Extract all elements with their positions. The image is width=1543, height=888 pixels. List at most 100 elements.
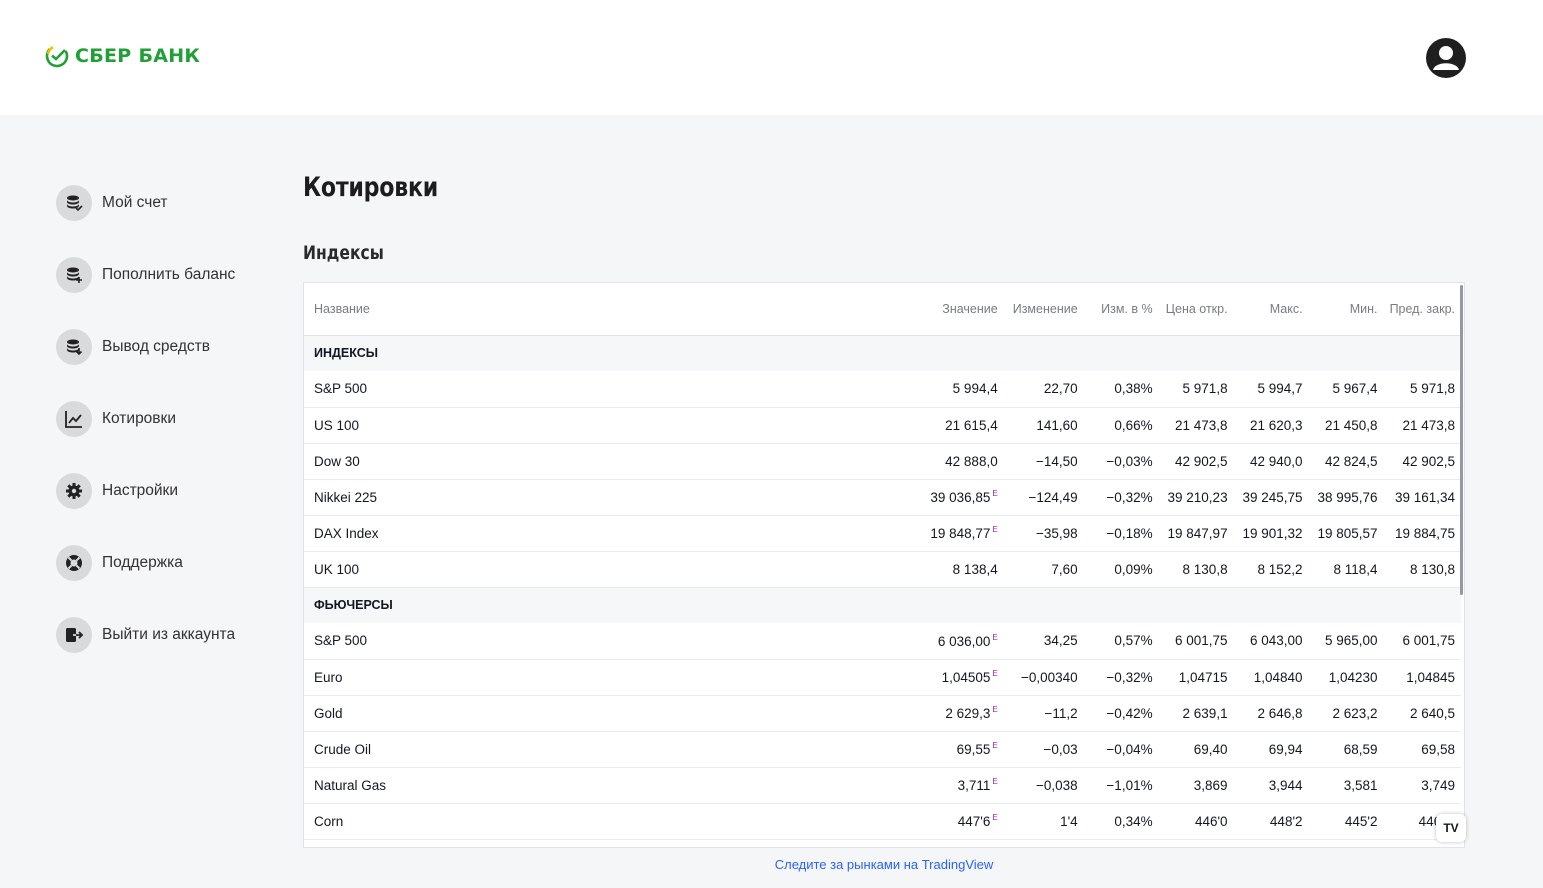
cell-prev: 42 902,5 xyxy=(1383,443,1461,480)
change-value: 22,70 xyxy=(1043,381,1078,397)
column-header[interactable]: Значение xyxy=(923,283,1004,336)
column-header[interactable]: Название xyxy=(304,283,924,336)
cell-high: 19 901,32 xyxy=(1233,515,1309,552)
chart-line-icon xyxy=(56,401,92,437)
high-value: 5 994,7 xyxy=(1257,381,1303,397)
low-value: 445'2 xyxy=(1344,813,1378,829)
cell-pct: 0,57% xyxy=(1083,623,1159,660)
column-header[interactable]: Изм. в % xyxy=(1083,283,1159,336)
low-value: 2 623,2 xyxy=(1332,705,1378,721)
low-value: 21 450,8 xyxy=(1324,417,1378,433)
delayed-data-marker: E xyxy=(992,669,998,678)
widget-scrollbar[interactable] xyxy=(1460,285,1463,595)
cell-high: 69,94 xyxy=(1233,731,1309,768)
tradingview-link[interactable]: Следите за рынками на TradingView xyxy=(774,857,994,872)
table-row[interactable]: Crude Oil 69,55 E −0,03 −0,04% 69,40 69,94 68,5… xyxy=(304,731,1461,768)
cell-low: 3,581 xyxy=(1308,767,1384,804)
pct-value: 0,57% xyxy=(1114,633,1153,649)
symbol-name[interactable]: Dow 30 xyxy=(304,443,924,480)
cell-low: 1,04230 xyxy=(1308,659,1384,696)
symbol-name[interactable]: Gold xyxy=(304,695,924,732)
table-row[interactable]: UK 100 8 138,4 7,60 0,09% 8 130,8 8 152,2 8 11… xyxy=(304,551,1461,588)
quotes-table-body: ИНДЕКСЫ S&P 500 5 994,4 22,70 0,38% 5 971,8 5 … xyxy=(304,335,1461,840)
value-value: 19 848,77 xyxy=(930,526,991,541)
cell-prev: 8 130,8 xyxy=(1383,551,1461,588)
prev-value: 3,749 xyxy=(1421,777,1455,793)
table-row[interactable]: DAX Index 19 848,77 E −35,98 −0,18% 19 847,97… xyxy=(304,515,1461,552)
cell-change: −0,038 xyxy=(1003,767,1084,804)
tradingview-badge[interactable]: TV xyxy=(1436,814,1466,842)
cell-high: 1,04840 xyxy=(1233,659,1309,696)
sber-logo[interactable]: СБЕР БАНК xyxy=(45,44,200,68)
group-label: ИНДЕКСЫ xyxy=(304,335,1461,371)
prev-value: 21 473,8 xyxy=(1402,417,1455,433)
column-header[interactable]: Пред. закр. xyxy=(1383,283,1461,336)
value-value: 447'6 xyxy=(957,814,991,829)
table-row[interactable]: Dow 30 42 888,0 −14,50 −0,03% 42 902,5 42 940… xyxy=(304,443,1461,480)
prev-value: 6 001,75 xyxy=(1402,633,1455,649)
cell-low: 445'2 xyxy=(1308,803,1384,840)
symbol-name[interactable]: Nikkei 225 xyxy=(304,479,924,516)
table-row[interactable]: US 100 21 615,4 141,60 0,66% 21 473,8 21 620,… xyxy=(304,407,1461,444)
sidebar-item-settings[interactable]: Настройки xyxy=(56,473,296,509)
delayed-data-marker: E xyxy=(992,632,998,642)
high-value: 42 940,0 xyxy=(1249,453,1303,469)
value-value: 39 036,85 xyxy=(930,490,991,505)
open-value: 1,04715 xyxy=(1178,669,1228,685)
change-value: −0,038 xyxy=(1036,777,1078,793)
symbol-name[interactable]: Crude Oil xyxy=(304,731,924,768)
cell-open: 6 001,75 xyxy=(1158,623,1234,660)
table-row[interactable]: Gold 2 629,3 E −11,2 −0,42% 2 639,1 2 646,8 2 6… xyxy=(304,695,1461,732)
symbol-name[interactable]: Euro xyxy=(304,659,924,696)
table-row[interactable]: S&P 500 6 036,00 E 34,25 0,57% 6 001,75 6 043,… xyxy=(304,623,1461,660)
coins-plus-icon xyxy=(56,257,92,293)
cell-open: 42 902,5 xyxy=(1158,443,1234,480)
brand-name: СБЕР БАНК xyxy=(75,45,201,67)
cell-change: 22,70 xyxy=(1003,371,1084,408)
symbol-name[interactable]: S&P 500 xyxy=(304,623,924,660)
symbol-name[interactable]: US 100 xyxy=(304,407,924,444)
cell-low: 2 623,2 xyxy=(1308,695,1384,732)
high-value: 69,94 xyxy=(1268,741,1303,757)
high-value: 8 152,2 xyxy=(1257,561,1303,577)
table-row[interactable]: Natural Gas 3,711 E −0,038 −1,01% 3,869 3,944 3… xyxy=(304,767,1461,804)
high-value: 448'2 xyxy=(1269,813,1303,829)
sidebar-item-label: Выйти из аккаунта xyxy=(102,626,236,643)
open-value: 3,869 xyxy=(1193,777,1228,793)
sidebar-item-quotes[interactable]: Котировки xyxy=(56,401,296,437)
symbol-name[interactable]: DAX Index xyxy=(304,515,924,552)
sidebar-item-logout[interactable]: Выйти из аккаунта xyxy=(56,617,296,653)
symbol-name[interactable]: Corn xyxy=(304,803,924,840)
symbol-name[interactable]: S&P 500 xyxy=(304,371,924,408)
header: СБЕР БАНК xyxy=(0,0,1543,115)
cell-change: 7,60 xyxy=(1003,551,1084,588)
column-header[interactable]: Цена откр. xyxy=(1158,283,1234,336)
delayed-data-marker: E xyxy=(992,741,998,750)
table-row[interactable]: Nikkei 225 39 036,85 E −124,49 −0,32% 39 210,… xyxy=(304,479,1461,516)
open-value: 446'0 xyxy=(1194,813,1228,829)
table-row[interactable]: S&P 500 5 994,4 22,70 0,38% 5 971,8 5 994,7 5 … xyxy=(304,371,1461,408)
cell-value: 21 615,4 xyxy=(923,407,1004,444)
table-row[interactable]: Corn447'6E1'40,34%446'0448'2445'2446'... xyxy=(304,803,1461,840)
cell-value: 5 994,4 xyxy=(923,371,1004,408)
quotes-table: Название Значение Изменение Изм. в % Цен… xyxy=(304,283,1461,840)
sidebar-item-support[interactable]: Поддержка xyxy=(56,545,296,581)
change-value: −124,49 xyxy=(1028,489,1078,505)
sidebar-item-my-account[interactable]: Мой счет xyxy=(56,185,296,221)
user-icon xyxy=(1433,46,1459,70)
table-row[interactable]: Euro 1,04505 E −0,00340 −0,32% 1,04715 1,04840… xyxy=(304,659,1461,696)
cell-open: 5 971,8 xyxy=(1158,371,1234,408)
sidebar-item-top-up[interactable]: Пополнить баланс xyxy=(56,257,296,293)
cell-low: 42 824,5 xyxy=(1308,443,1384,480)
symbol-name[interactable]: UK 100 xyxy=(304,551,924,588)
symbol-name[interactable]: Natural Gas xyxy=(304,767,924,804)
column-header[interactable]: Мин. xyxy=(1308,283,1384,336)
group-label: ФЬЮЧЕРСЫ xyxy=(304,587,1461,623)
sidebar-item-withdraw[interactable]: Вывод средств xyxy=(56,329,296,365)
change-value: −0,03 xyxy=(1043,741,1078,757)
prev-value: 39 161,34 xyxy=(1394,489,1455,505)
column-header[interactable]: Изменение xyxy=(1003,283,1084,336)
value-value: 3,711 xyxy=(957,778,991,793)
user-avatar[interactable] xyxy=(1426,38,1466,78)
column-header[interactable]: Макс. xyxy=(1233,283,1309,336)
